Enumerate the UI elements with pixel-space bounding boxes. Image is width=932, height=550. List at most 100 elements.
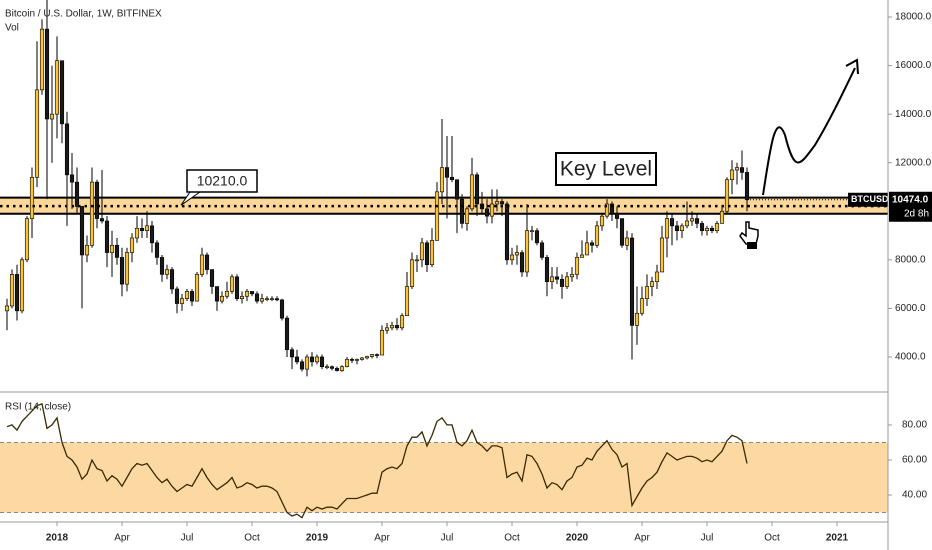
candle-body [444, 167, 450, 178]
candle-body [404, 286, 410, 316]
candle-body [534, 230, 540, 244]
candle-body [684, 220, 690, 227]
candle-body [294, 356, 300, 363]
candle-body [314, 356, 320, 363]
candle-body [359, 357, 365, 360]
candle-body [364, 356, 370, 359]
candle-body [139, 227, 145, 231]
candle-body [194, 274, 200, 302]
candle-body [179, 298, 185, 304]
candle-body [679, 225, 685, 231]
candle-body [299, 361, 305, 370]
candle-body [374, 354, 380, 356]
rsi-title: RSI (14, close) [5, 402, 71, 413]
candle-body [454, 179, 460, 200]
y-tick-label: 4000.0 [895, 352, 926, 363]
candle-body [149, 225, 155, 244]
candle-body [369, 354, 375, 357]
candle-body [239, 295, 245, 299]
candle-body [564, 276, 570, 287]
y-tick-label: 8000.0 [895, 254, 926, 265]
candle-body [729, 169, 735, 181]
candle-body [209, 269, 215, 287]
candle-body [434, 191, 440, 241]
annotation-box [555, 152, 657, 186]
candle-body [379, 329, 385, 356]
candle-body [739, 167, 745, 173]
candle-body [599, 215, 605, 227]
candle-body [384, 327, 390, 331]
annotation: Key Level [560, 158, 652, 181]
candle-body [694, 218, 700, 224]
candle-body [214, 286, 220, 302]
x-tick-label: Oct [244, 533, 260, 544]
candle-body [79, 206, 85, 256]
arrow-head [845, 58, 859, 75]
symbol-tag [848, 192, 888, 207]
candle-body [409, 259, 415, 287]
candle-body [114, 244, 120, 258]
candle-body [704, 227, 710, 231]
candle-body [29, 176, 35, 219]
candle-body [504, 203, 510, 261]
candle-body [744, 172, 750, 201]
candle-body [699, 223, 705, 231]
candle-body [304, 356, 310, 370]
candle-body [59, 60, 65, 125]
countdown-label: 2d 8h [904, 208, 929, 219]
candle-body [244, 291, 250, 297]
candle-body [129, 237, 135, 253]
x-tick-label: 2018 [46, 533, 69, 544]
candle-body [154, 242, 160, 258]
candle-body [339, 366, 345, 371]
y-tick-label: 12000.0 [895, 157, 932, 168]
candle-body [514, 252, 520, 256]
x-tick-label: 2020 [566, 533, 589, 544]
candle-body [19, 259, 25, 312]
candle-body [249, 291, 255, 295]
candle-body [264, 298, 270, 300]
x-tick-label: Jul [701, 533, 714, 544]
x-tick-label: 2021 [826, 533, 849, 544]
candle-body [674, 225, 680, 231]
candle-body [134, 227, 140, 239]
candle-body [394, 325, 400, 329]
candle-body [84, 244, 90, 256]
x-tick-label: Oct [764, 533, 780, 544]
y-tick-label: 6000.0 [895, 303, 926, 314]
candle-body [589, 242, 595, 246]
candle-body [604, 203, 610, 217]
candle-body [74, 181, 80, 207]
candle-body [284, 317, 290, 350]
projection-arrow [762, 67, 856, 196]
callout-label: 10210.0 [197, 173, 248, 189]
candle-body [639, 298, 645, 314]
candle-body [69, 174, 75, 183]
rsi-y-tick-label: 60.00 [902, 455, 927, 466]
candle-body [579, 254, 585, 258]
candle-body [544, 257, 550, 282]
callout-pointer [180, 191, 201, 206]
candle-body [509, 254, 515, 261]
candle-body [554, 276, 560, 280]
candle-body [634, 312, 640, 326]
candle-body [104, 220, 110, 253]
candle-body [259, 298, 265, 302]
candle-body [524, 230, 530, 273]
symbol-label: BTCUSD [851, 194, 889, 204]
candle-body [234, 276, 240, 299]
candle-body [44, 28, 50, 120]
candle-body [519, 252, 525, 273]
candle-body [689, 218, 695, 222]
x-tick-label: 2019 [306, 533, 329, 544]
candle-body [734, 167, 740, 171]
candle-body [349, 359, 355, 361]
y-tick-label: 14000.0 [895, 109, 932, 120]
candle-body [474, 174, 480, 205]
candle-body [424, 242, 430, 265]
candle-body [709, 227, 715, 231]
x-tick-label: Apr [634, 533, 650, 544]
candle-body [334, 368, 340, 371]
price-tag [889, 191, 932, 222]
